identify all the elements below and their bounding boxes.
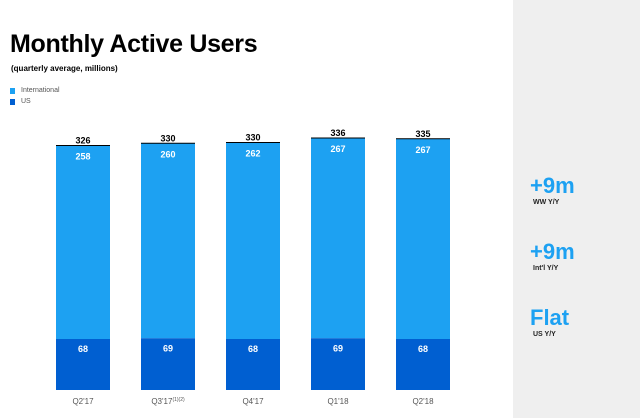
bar-international [396, 138, 450, 339]
stat-ww-value: +9m [530, 173, 575, 198]
us-value-label: 68 [248, 344, 258, 354]
total-label: 335 [415, 129, 430, 139]
x-tick-label: Q2'18 [412, 397, 434, 406]
legend-swatch-international [10, 88, 15, 94]
total-label: 336 [330, 128, 345, 138]
stat-ww-label: WW Y/Y [533, 199, 560, 206]
bar-us [141, 338, 195, 390]
chart-title: Monthly Active Users [10, 30, 258, 58]
us-value-label: 69 [333, 343, 343, 353]
international-value-label: 260 [160, 149, 175, 159]
x-tick-label: Q4'17 [242, 397, 264, 406]
bar-us [226, 339, 280, 390]
international-value-label: 258 [75, 152, 90, 162]
stat-intl-value: +9m [530, 239, 575, 264]
bar-international [311, 138, 365, 339]
x-tick-label: Q3'17(1)(2) [151, 397, 185, 406]
x-tick-superscript: (1)(2) [172, 397, 185, 403]
international-value-label: 267 [330, 144, 345, 154]
bar-us [311, 338, 365, 390]
stat-us-yoy: Flat US Y/Y [530, 306, 569, 340]
x-tick-label: Q2'17 [72, 397, 94, 406]
stats-sidebar [513, 0, 640, 418]
legend-label-us: US [21, 98, 31, 105]
legend-swatch-us [10, 99, 15, 105]
x-tick-label: Q1'18 [327, 397, 349, 406]
total-label: 330 [160, 133, 175, 143]
us-value-label: 68 [78, 344, 88, 354]
us-value-label: 68 [418, 344, 428, 354]
stat-ww-yoy: +9m WW Y/Y [530, 174, 575, 208]
chart-subtitle: (quarterly average, millions) [11, 64, 118, 73]
stat-intl-yoy: +9m Int'l Y/Y [530, 240, 575, 274]
bar-international [141, 143, 195, 339]
stat-us-label: US Y/Y [533, 331, 556, 338]
bar-international [226, 142, 280, 339]
bar-us [56, 339, 110, 390]
total-label: 326 [75, 136, 90, 146]
stat-intl-label: Int'l Y/Y [533, 265, 559, 272]
bar-international [56, 145, 110, 339]
international-value-label: 262 [245, 149, 260, 159]
slide-main: Monthly Active Users (quarterly average,… [10, 30, 450, 406]
us-value-label: 69 [163, 343, 173, 353]
bar-us [396, 339, 450, 390]
stacked-bar-chart: 326 258 68 Q2'17 330 260 69 Q3'17(1)(2) 330 262 68… [56, 128, 450, 406]
total-label: 330 [245, 133, 260, 143]
stat-us-value: Flat [530, 305, 570, 330]
international-value-label: 267 [415, 145, 430, 155]
legend-label-international: International [21, 87, 60, 94]
